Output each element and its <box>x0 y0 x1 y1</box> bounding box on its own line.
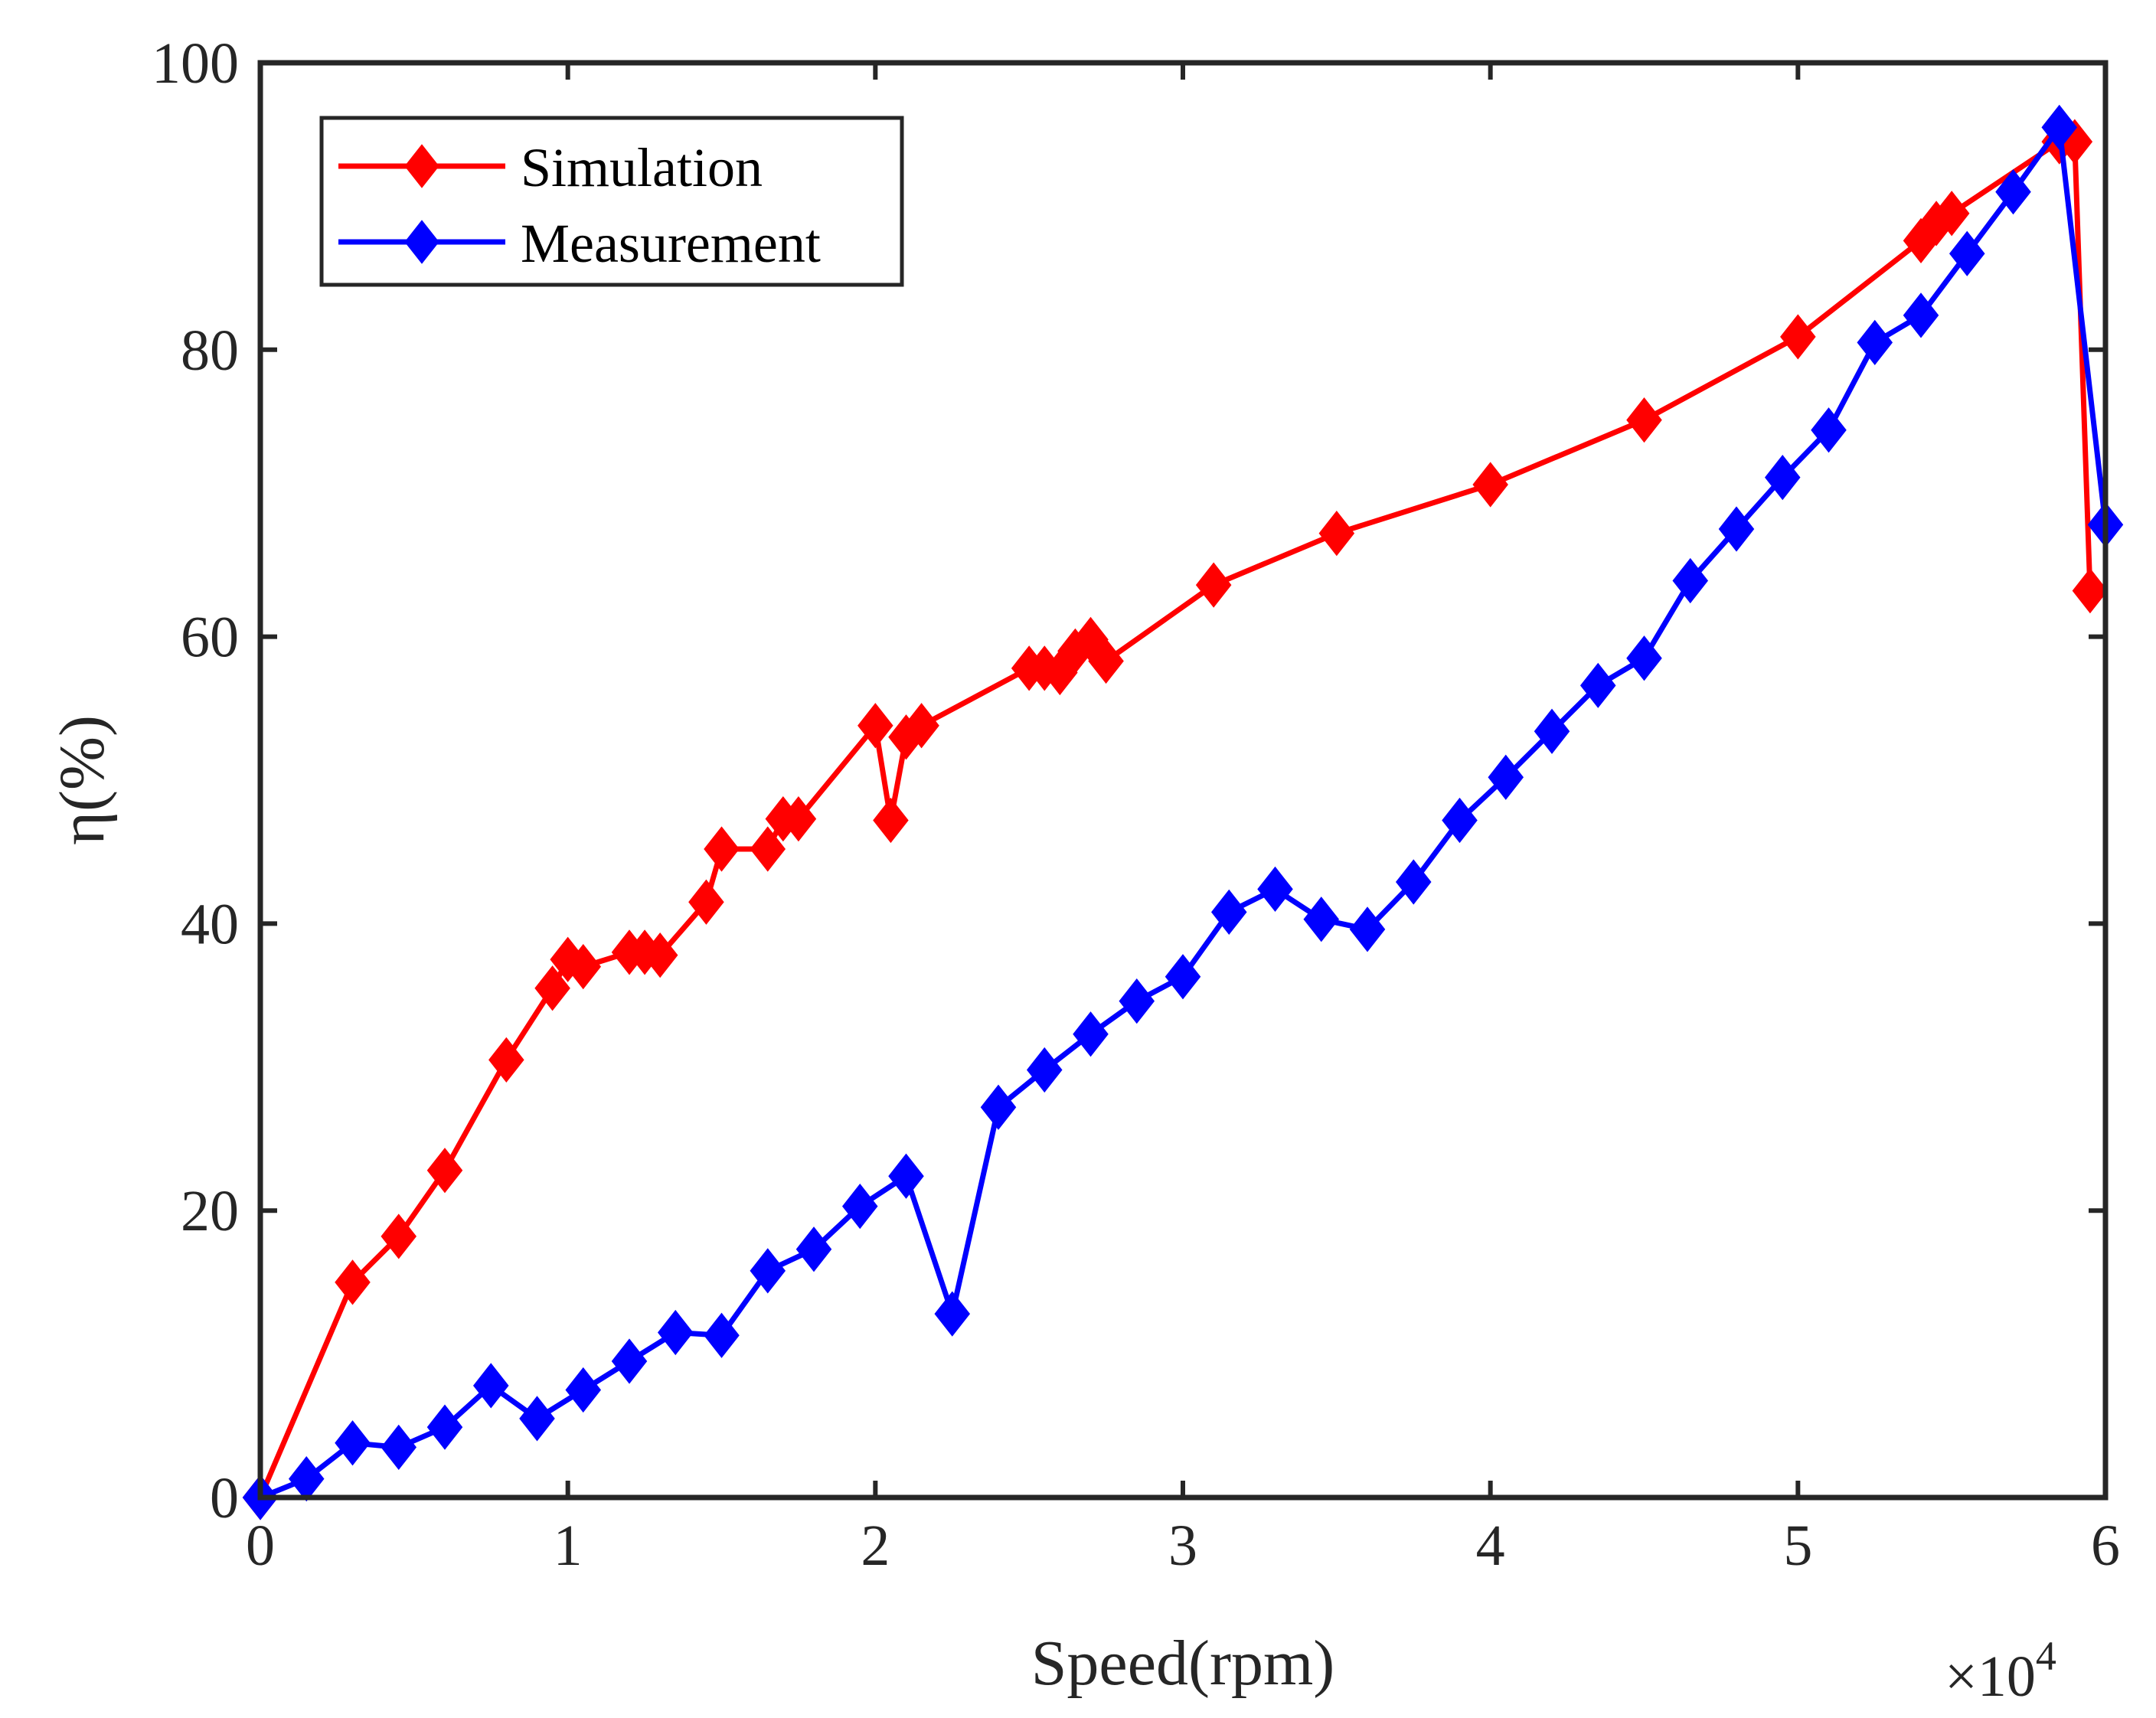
point-measurement-8 <box>611 1338 648 1384</box>
point-measurement-11 <box>750 1248 786 1294</box>
x-exponent-power: 4 <box>2036 1633 2056 1679</box>
point-measurement-35 <box>1857 319 1893 366</box>
point-measurement-20 <box>1165 954 1201 1000</box>
point-measurement-30 <box>1626 635 1662 681</box>
point-simulation-27 <box>1318 511 1355 557</box>
y-tick-label-5: 100 <box>152 31 239 96</box>
point-measurement-6 <box>519 1396 555 1442</box>
point-measurement-19 <box>1119 978 1155 1024</box>
point-simulation-2 <box>381 1213 417 1259</box>
point-measurement-3 <box>381 1424 417 1471</box>
legend: Simulation Measurement <box>319 116 904 287</box>
point-measurement-33 <box>1764 454 1801 501</box>
point-measurement-16 <box>980 1084 1017 1130</box>
point-measurement-1 <box>288 1456 325 1502</box>
point-simulation-29 <box>1626 397 1662 443</box>
x-tick-label-5: 5 <box>1783 1514 1812 1578</box>
point-measurement-31 <box>1672 557 1709 604</box>
point-measurement-21 <box>1210 889 1247 936</box>
point-measurement-23 <box>1303 897 1340 942</box>
legend-label-measurement: Measurement <box>521 213 821 274</box>
point-simulation-7 <box>565 944 602 990</box>
legend-marker-simulation <box>404 144 439 188</box>
point-measurement-22 <box>1257 866 1293 913</box>
point-simulation-26 <box>1195 562 1232 608</box>
point-measurement-17 <box>1026 1047 1063 1093</box>
point-measurement-27 <box>1488 754 1524 800</box>
point-simulation-10 <box>642 932 678 978</box>
point-measurement-26 <box>1442 797 1478 844</box>
point-measurement-18 <box>1073 1011 1109 1057</box>
point-simulation-4 <box>488 1037 524 1083</box>
point-measurement-12 <box>795 1226 832 1272</box>
x-tick-label-6: 6 <box>2091 1514 2120 1578</box>
point-simulation-5 <box>534 965 570 1011</box>
y-tick-label-1: 20 <box>181 1179 239 1243</box>
x-tick-label-2: 2 <box>861 1514 890 1578</box>
point-measurement-39 <box>2041 104 2078 150</box>
point-measurement-24 <box>1349 906 1386 952</box>
point-simulation-25 <box>1088 638 1124 684</box>
point-measurement-7 <box>565 1367 602 1413</box>
y-tick-label-0: 0 <box>210 1466 239 1530</box>
y-tick-label-3: 60 <box>181 606 239 670</box>
x-axis-label: Speed(rpm) <box>1031 1628 1335 1699</box>
x-tick-label-3: 3 <box>1168 1514 1197 1578</box>
x-exponent-prefix: ×10 <box>1945 1645 2036 1709</box>
point-simulation-30 <box>1780 314 1816 360</box>
y-tick-label-4: 80 <box>181 318 239 383</box>
series-layer <box>242 104 2124 1520</box>
point-simulation-33 <box>1933 191 1970 237</box>
point-simulation-15 <box>780 795 817 842</box>
point-measurement-37 <box>1949 230 1985 276</box>
point-simulation-36 <box>2072 568 2109 614</box>
point-measurement-32 <box>1718 506 1755 552</box>
point-simulation-17 <box>873 797 909 844</box>
point-simulation-12 <box>704 826 740 872</box>
point-measurement-25 <box>1395 859 1432 905</box>
legend-marker-measurement <box>404 220 439 264</box>
point-measurement-36 <box>1903 292 1939 338</box>
plot-area <box>260 63 2105 1498</box>
x-tick-label-4: 4 <box>1476 1514 1505 1578</box>
ticks-layer <box>258 60 2108 1500</box>
point-measurement-28 <box>1534 708 1570 754</box>
point-simulation-16 <box>858 703 893 749</box>
y-tick-label-2: 40 <box>181 892 239 956</box>
point-measurement-29 <box>1579 662 1616 708</box>
point-simulation-19 <box>903 703 939 749</box>
point-measurement-38 <box>1995 169 2031 215</box>
point-measurement-5 <box>472 1363 509 1409</box>
point-simulation-3 <box>426 1148 463 1194</box>
legend-label-simulation: Simulation <box>521 137 763 198</box>
point-simulation-13 <box>750 826 786 872</box>
point-simulation-1 <box>335 1259 371 1305</box>
point-simulation-11 <box>688 879 724 925</box>
point-measurement-13 <box>841 1183 878 1230</box>
point-measurement-15 <box>934 1291 971 1337</box>
x-tick-label-0: 0 <box>246 1514 275 1578</box>
point-measurement-34 <box>1811 407 1847 453</box>
x-exponent-label: ×104 <box>1945 1633 2056 1709</box>
point-measurement-4 <box>426 1404 463 1450</box>
point-simulation-28 <box>1472 462 1508 508</box>
point-measurement-2 <box>335 1420 371 1466</box>
point-measurement-10 <box>704 1312 740 1358</box>
x-tick-label-1: 1 <box>554 1514 583 1578</box>
point-measurement-14 <box>888 1153 924 1199</box>
point-measurement-9 <box>657 1309 694 1356</box>
y-axis-label: η(%) <box>47 715 118 845</box>
